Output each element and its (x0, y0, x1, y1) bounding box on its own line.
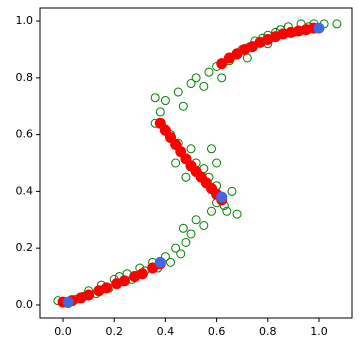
point (216, 191, 228, 203)
point (332, 19, 342, 29)
point (191, 215, 201, 225)
point (242, 53, 252, 63)
point (186, 79, 196, 89)
point (176, 249, 186, 259)
point (160, 96, 170, 106)
point (171, 243, 181, 253)
point (212, 158, 222, 168)
point (222, 206, 232, 216)
x-tick-label: 0.8 (259, 325, 277, 338)
point (181, 237, 191, 247)
point (171, 158, 181, 168)
point (178, 223, 188, 233)
point (199, 81, 209, 91)
point (206, 144, 216, 154)
point (204, 67, 214, 77)
point (217, 73, 227, 83)
point (62, 296, 74, 308)
plot-frame (39, 7, 353, 319)
x-tick-label: 0.6 (208, 325, 226, 338)
x-tick-label: 0.4 (157, 325, 175, 338)
point (150, 93, 160, 103)
y-tick-label: 0.6 (16, 128, 34, 141)
y-tick-label: 1.0 (16, 14, 34, 27)
point (186, 229, 196, 239)
point (173, 87, 183, 97)
point (136, 268, 148, 280)
point (227, 186, 237, 196)
point (206, 206, 216, 216)
x-tick-label: 0.2 (105, 325, 123, 338)
point (216, 58, 228, 70)
point (181, 172, 191, 182)
point (154, 256, 166, 268)
point (191, 73, 201, 83)
point (155, 107, 165, 117)
point (178, 101, 188, 111)
point (232, 209, 242, 219)
y-tick-label: 0.8 (16, 71, 34, 84)
point (186, 144, 196, 154)
point (101, 282, 113, 294)
point (166, 257, 176, 267)
point (118, 275, 130, 287)
y-tick-label: 0.4 (16, 184, 34, 197)
point (199, 220, 209, 230)
x-tick-label: 1.0 (310, 325, 328, 338)
y-tick-label: 0.2 (16, 241, 34, 254)
y-tick-label: 0.0 (16, 298, 34, 311)
x-tick-label: 0.0 (54, 325, 72, 338)
point (83, 289, 95, 301)
point (313, 22, 325, 34)
